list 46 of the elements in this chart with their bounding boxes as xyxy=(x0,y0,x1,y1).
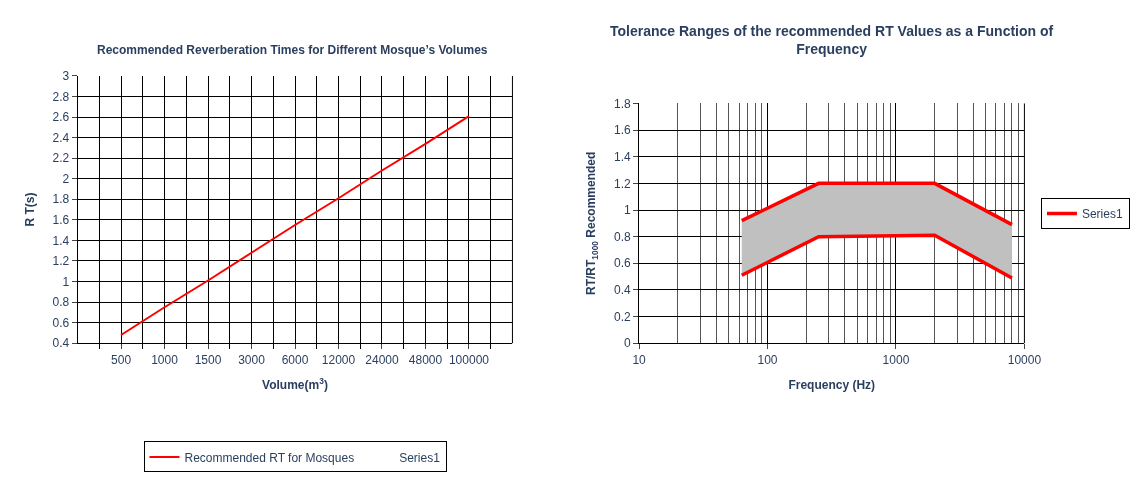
y-tick-label: 1 xyxy=(62,274,70,289)
y-tick-label: 2.8 xyxy=(52,89,70,104)
x-tick-label: 48000 xyxy=(408,352,443,367)
y-tick-label: 2.4 xyxy=(52,130,70,145)
x-tick-label: 6000 xyxy=(281,352,309,367)
x-axis-title: Volume(m$^{3}$) xyxy=(262,376,328,393)
y-tick-label: 0.6 xyxy=(613,256,631,271)
y-axis-title: R T(s) xyxy=(22,192,37,227)
y-tick-label: 1.2 xyxy=(613,176,631,191)
y-tick-label: 0.4 xyxy=(52,336,70,351)
line-series xyxy=(120,115,470,336)
chart-title: Recommended Reverberation Times for Different Mosque’s Volumes xyxy=(97,43,488,57)
x-tick-label: 10000 xyxy=(1007,352,1042,367)
y-tick-label: 1 xyxy=(623,203,631,218)
x-tick-label: 100 xyxy=(757,352,778,367)
y-tick-label: 2.6 xyxy=(52,110,70,125)
x-tick-label: 3000 xyxy=(238,352,266,367)
y-tick-label: 0.8 xyxy=(613,229,631,244)
x-tick-label: 100000 xyxy=(448,352,490,367)
y-tick-label: 1.8 xyxy=(52,192,70,207)
legend-label: Series1 xyxy=(1081,207,1123,222)
y-tick-label: 1.6 xyxy=(52,213,70,228)
x-tick-label: 500 xyxy=(111,352,132,367)
y-tick-label: 0.8 xyxy=(52,295,70,310)
x-tick-label: 1000 xyxy=(882,352,910,367)
y-tick-label: 0 xyxy=(623,336,631,351)
y-tick-label: 1.6 xyxy=(613,123,631,138)
y-tick-label: 1.4 xyxy=(52,233,70,248)
x-tick-label: 1000 xyxy=(151,352,179,367)
x-tick-label: 24000 xyxy=(365,352,399,367)
y-tick-label: 0.6 xyxy=(52,315,70,330)
x-axis-title: Frequency (Hz) xyxy=(788,378,876,393)
y-tick-label: 1.2 xyxy=(52,254,70,269)
chart-title: Tolerance Ranges of the recommended RT Values as a Function of Frequency xyxy=(610,23,1054,58)
y-tick-label: 1.8 xyxy=(613,96,631,111)
legend-label: Recommended RT for Mosques xyxy=(184,450,355,465)
x-tick-label: 12000 xyxy=(321,352,356,367)
y-tick-label: 2.2 xyxy=(52,151,70,166)
y-tick-label: 3 xyxy=(62,69,70,84)
y-tick-label: 0.4 xyxy=(613,283,631,298)
y-tick-label: 0.2 xyxy=(613,309,631,324)
x-tick-label: 10 xyxy=(632,352,647,367)
y-tick-label: 2 xyxy=(62,171,70,186)
x-tick-label: 1500 xyxy=(194,352,222,367)
text: Series1 xyxy=(399,450,441,465)
y-tick-label: 1.4 xyxy=(613,149,631,164)
